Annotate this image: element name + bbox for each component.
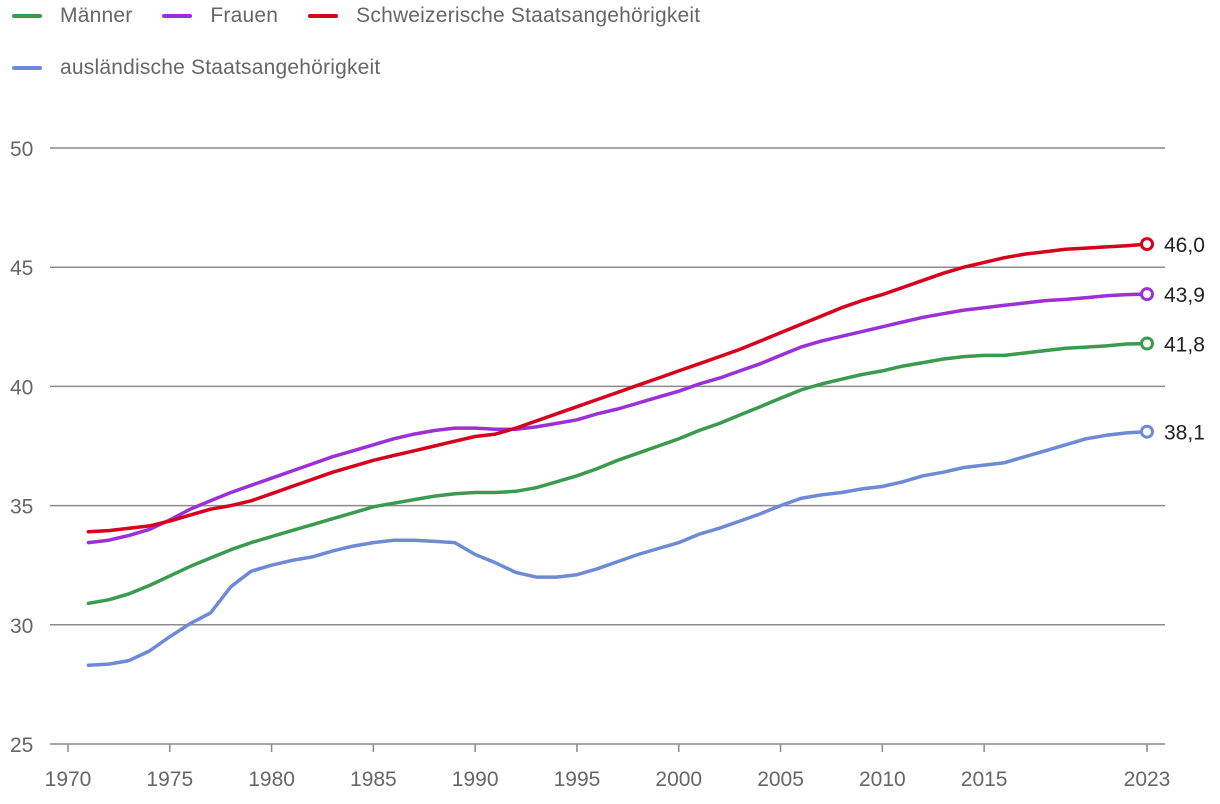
legend-label-auslaendisch: ausländische Staatsangehörigkeit	[60, 56, 381, 79]
end-value-label-maenner: 41,8	[1164, 333, 1205, 356]
legend-item-maenner: Männer	[12, 4, 132, 28]
legend-label-frauen: Frauen	[210, 4, 279, 27]
end-marker-maenner	[1140, 336, 1154, 351]
y-tick-label-35: 35	[10, 496, 33, 519]
x-tick-label-1995: 1995	[554, 768, 601, 791]
x-tick-label-1970: 1970	[45, 768, 92, 791]
end-marker-schweizerische-staatsangehoerigkeit	[1140, 237, 1154, 252]
x-tick-label-2010: 2010	[859, 768, 906, 791]
legend-label-schweizerisch: Schweizerische Staatsangehörigkeit	[356, 4, 701, 27]
legend-row-1: Männer Frauen Schweizerische Staatsangeh…	[12, 4, 730, 28]
y-axis-tick-labels: 25 30 35 40 45 50	[10, 138, 33, 757]
legend-swatch-auslaendisch	[12, 66, 42, 70]
legend-label-maenner: Männer	[60, 4, 133, 27]
series-end-markers: 41,8 43,9 46,0 38,1	[1140, 234, 1205, 445]
end-value-label-auslaendische-staatsangehoerigkeit: 38,1	[1164, 422, 1205, 445]
gridlines	[50, 147, 1165, 626]
x-tick-label-2005: 2005	[757, 768, 804, 791]
end-marker-frauen	[1140, 287, 1154, 302]
legend-row-2: ausländische Staatsangehörigkeit	[12, 56, 410, 80]
legend-item-auslaendisch: ausländische Staatsangehörigkeit	[12, 56, 380, 80]
y-tick-label-45: 45	[10, 257, 33, 280]
series-line-maenner	[86, 341, 1149, 606]
legend-item-schweizerisch: Schweizerische Staatsangehörigkeit	[308, 4, 700, 28]
legend-swatch-frauen	[162, 14, 193, 18]
x-tick-label-2000: 2000	[655, 768, 702, 791]
series-line-frauen	[86, 292, 1149, 545]
y-tick-label-30: 30	[10, 615, 33, 638]
series-lines	[86, 242, 1149, 668]
legend-swatch-maenner	[12, 14, 42, 18]
series-line-auslaendische-staatsangehoerigkeit	[86, 429, 1149, 668]
end-marker-auslaendische-staatsangehoerigkeit	[1140, 424, 1154, 439]
y-tick-label-40: 40	[10, 376, 33, 399]
legend-item-frauen: Frauen	[162, 4, 278, 28]
end-value-label-frauen: 43,9	[1164, 284, 1205, 307]
x-axis: 1970 1975 1980 1985 1990 1995 2000 2005 2010 2015…	[45, 743, 1171, 791]
x-tick-label-1980: 1980	[248, 768, 295, 791]
x-tick-label-2015: 2015	[961, 768, 1008, 791]
x-tick-label-2023: 2023	[1124, 768, 1171, 791]
y-tick-label-50: 50	[10, 138, 33, 161]
y-tick-label-25: 25	[10, 734, 33, 757]
end-value-label-schweizerische-staatsangehoerigkeit: 46,0	[1164, 234, 1205, 257]
legend-swatch-schweizerisch	[308, 14, 339, 18]
series-line-schweizerische-staatsangehoerigkeit	[86, 242, 1149, 534]
x-tick-label-1990: 1990	[452, 768, 499, 791]
x-tick-label-1975: 1975	[146, 768, 193, 791]
x-tick-label-1985: 1985	[350, 768, 397, 791]
